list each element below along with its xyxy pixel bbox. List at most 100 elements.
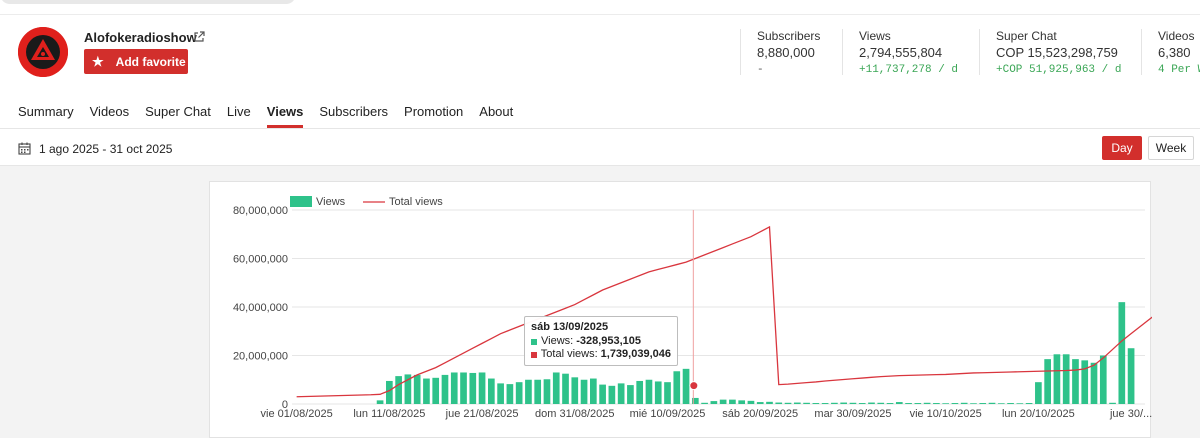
views-bar: [664, 382, 671, 404]
views-bar: [710, 401, 718, 404]
views-bar: [636, 380, 644, 404]
x-tick-label: mar 30/09/2025: [814, 408, 891, 420]
views-bar: [1062, 354, 1070, 404]
legend-views-swatch: [290, 196, 312, 207]
stat-label: Super Chat: [996, 29, 1057, 43]
tab-live[interactable]: Live: [226, 104, 251, 119]
x-tick-label: sáb 20/09/2025: [722, 408, 798, 420]
tab-views[interactable]: Views: [266, 104, 304, 128]
views-bar: [868, 402, 875, 404]
views-bar: [933, 403, 940, 404]
x-tick-label: lun 20/10/2025: [1002, 408, 1075, 420]
views-bar: [1118, 302, 1126, 404]
views-bars: [376, 302, 1135, 404]
views-bar: [729, 399, 736, 404]
channel-avatar[interactable]: [18, 27, 68, 77]
chart-legend: Views Total views: [290, 196, 443, 208]
views-bar: [617, 383, 625, 404]
views-bar: [682, 368, 690, 404]
hover-cursor: [689, 210, 699, 404]
tooltip-total-label: Total views:: [540, 348, 598, 360]
stat-value: 6,380: [1158, 45, 1191, 60]
views-bar: [608, 385, 616, 404]
stat-subscribers: Subscribers 8,880,000 -: [740, 29, 820, 76]
views-bar: [719, 399, 727, 404]
search-bar[interactable]: [0, 0, 296, 4]
x-axis: vie 01/08/2025 lun 11/08/2025 jue 21/08/20…: [261, 408, 1152, 420]
y-tick-label: 60,000,000: [233, 254, 288, 266]
views-bar: [831, 402, 838, 404]
views-bar: [1099, 355, 1107, 404]
tab-summary[interactable]: Summary: [18, 104, 74, 119]
views-bar: [460, 372, 467, 404]
views-bar: [756, 402, 764, 404]
views-swatch: [531, 338, 537, 345]
stat-value: 8,880,000: [757, 45, 815, 60]
views-bar: [877, 402, 885, 404]
week-button[interactable]: Week: [1148, 136, 1194, 160]
y-tick-label: 40,000,000: [233, 302, 288, 314]
calendar-icon[interactable]: [18, 142, 31, 155]
views-bar: [599, 384, 606, 404]
tab-about[interactable]: About: [479, 104, 514, 119]
stat-delta: 4 Per W: [1158, 64, 1200, 75]
views-bar: [673, 371, 681, 404]
tooltip-views-row: Views: -328,953,105: [531, 335, 671, 348]
tab-bar: Summary Videos Super Chat Live Views Sub…: [18, 104, 513, 128]
stat-value: COP 15,523,298,759: [996, 45, 1118, 60]
views-bar: [1053, 354, 1061, 404]
x-tick-label: vie 01/08/2025: [261, 408, 333, 420]
external-link-icon[interactable]: [193, 31, 205, 43]
channel-header: Alofokeradioshow ★ Add favorite Subscrib…: [0, 15, 1200, 95]
views-chart[interactable]: 80,000,000 60,000,000 40,000,000 20,000,000…: [210, 182, 1152, 438]
x-tick-label: dom 31/08/2025: [535, 408, 615, 420]
views-bar: [543, 379, 551, 404]
stat-delta: +11,737,278 / d: [859, 64, 959, 76]
views-bar: [942, 403, 949, 404]
views-bar: [738, 400, 746, 404]
views-bar: [905, 403, 912, 404]
views-bar: [395, 376, 402, 404]
views-bar: [895, 402, 903, 404]
chart-tooltip: sáb 13/09/2025 Views: -328,953,105 Total…: [524, 316, 678, 366]
channel-name[interactable]: Alofokeradioshow: [84, 30, 197, 45]
stat-delta: -: [757, 64, 764, 76]
views-bar: [775, 402, 783, 404]
views-bar: [534, 379, 542, 404]
views-bar: [404, 374, 412, 404]
views-bar: [1044, 359, 1051, 404]
tab-promotion[interactable]: Promotion: [404, 104, 464, 119]
x-tick-label: jue 30/...: [1109, 408, 1152, 420]
add-favorite-button[interactable]: ★ Add favorite: [84, 49, 188, 74]
views-bar: [1016, 403, 1024, 404]
stat-super-chat: Super Chat COP 15,523,298,759 +COP 51,92…: [979, 29, 1121, 76]
day-button[interactable]: Day: [1102, 136, 1142, 160]
date-range-picker[interactable]: 1 ago 2025 - 31 oct 2025: [39, 142, 173, 156]
views-bar: [469, 372, 477, 404]
views-bar: [784, 402, 792, 404]
views-bar: [488, 378, 495, 404]
stat-label: Videos: [1158, 29, 1195, 43]
divider: [0, 128, 1200, 129]
views-bar: [580, 379, 588, 404]
toolbar: 1 ago 2025 - 31 oct 2025 Day Week: [0, 129, 1200, 166]
tab-subscribers[interactable]: Subscribers: [319, 104, 389, 119]
divider: [0, 14, 1200, 15]
tab-videos[interactable]: Videos: [89, 104, 130, 119]
stat-value: 2,794,555,804: [859, 45, 943, 60]
tooltip-date: sáb 13/09/2025: [531, 321, 609, 333]
views-bar: [923, 402, 931, 404]
views-bar: [886, 403, 894, 404]
tooltip-total-value: 1,739,039,046: [600, 348, 671, 360]
legend-total-label: Total views: [389, 196, 443, 208]
views-bar: [821, 403, 829, 404]
views-bar: [997, 403, 1005, 404]
stat-views: Views 2,794,555,804 +11,737,278 / d: [842, 29, 959, 76]
views-bar: [552, 372, 560, 404]
x-tick-label: lun 11/08/2025: [353, 408, 425, 420]
views-bar: [701, 402, 708, 404]
views-bar: [1035, 382, 1042, 404]
views-chart-card: 80,000,000 60,000,000 40,000,000 20,000,000…: [209, 181, 1152, 438]
tab-super-chat[interactable]: Super Chat: [145, 104, 211, 119]
views-bar: [386, 380, 393, 404]
